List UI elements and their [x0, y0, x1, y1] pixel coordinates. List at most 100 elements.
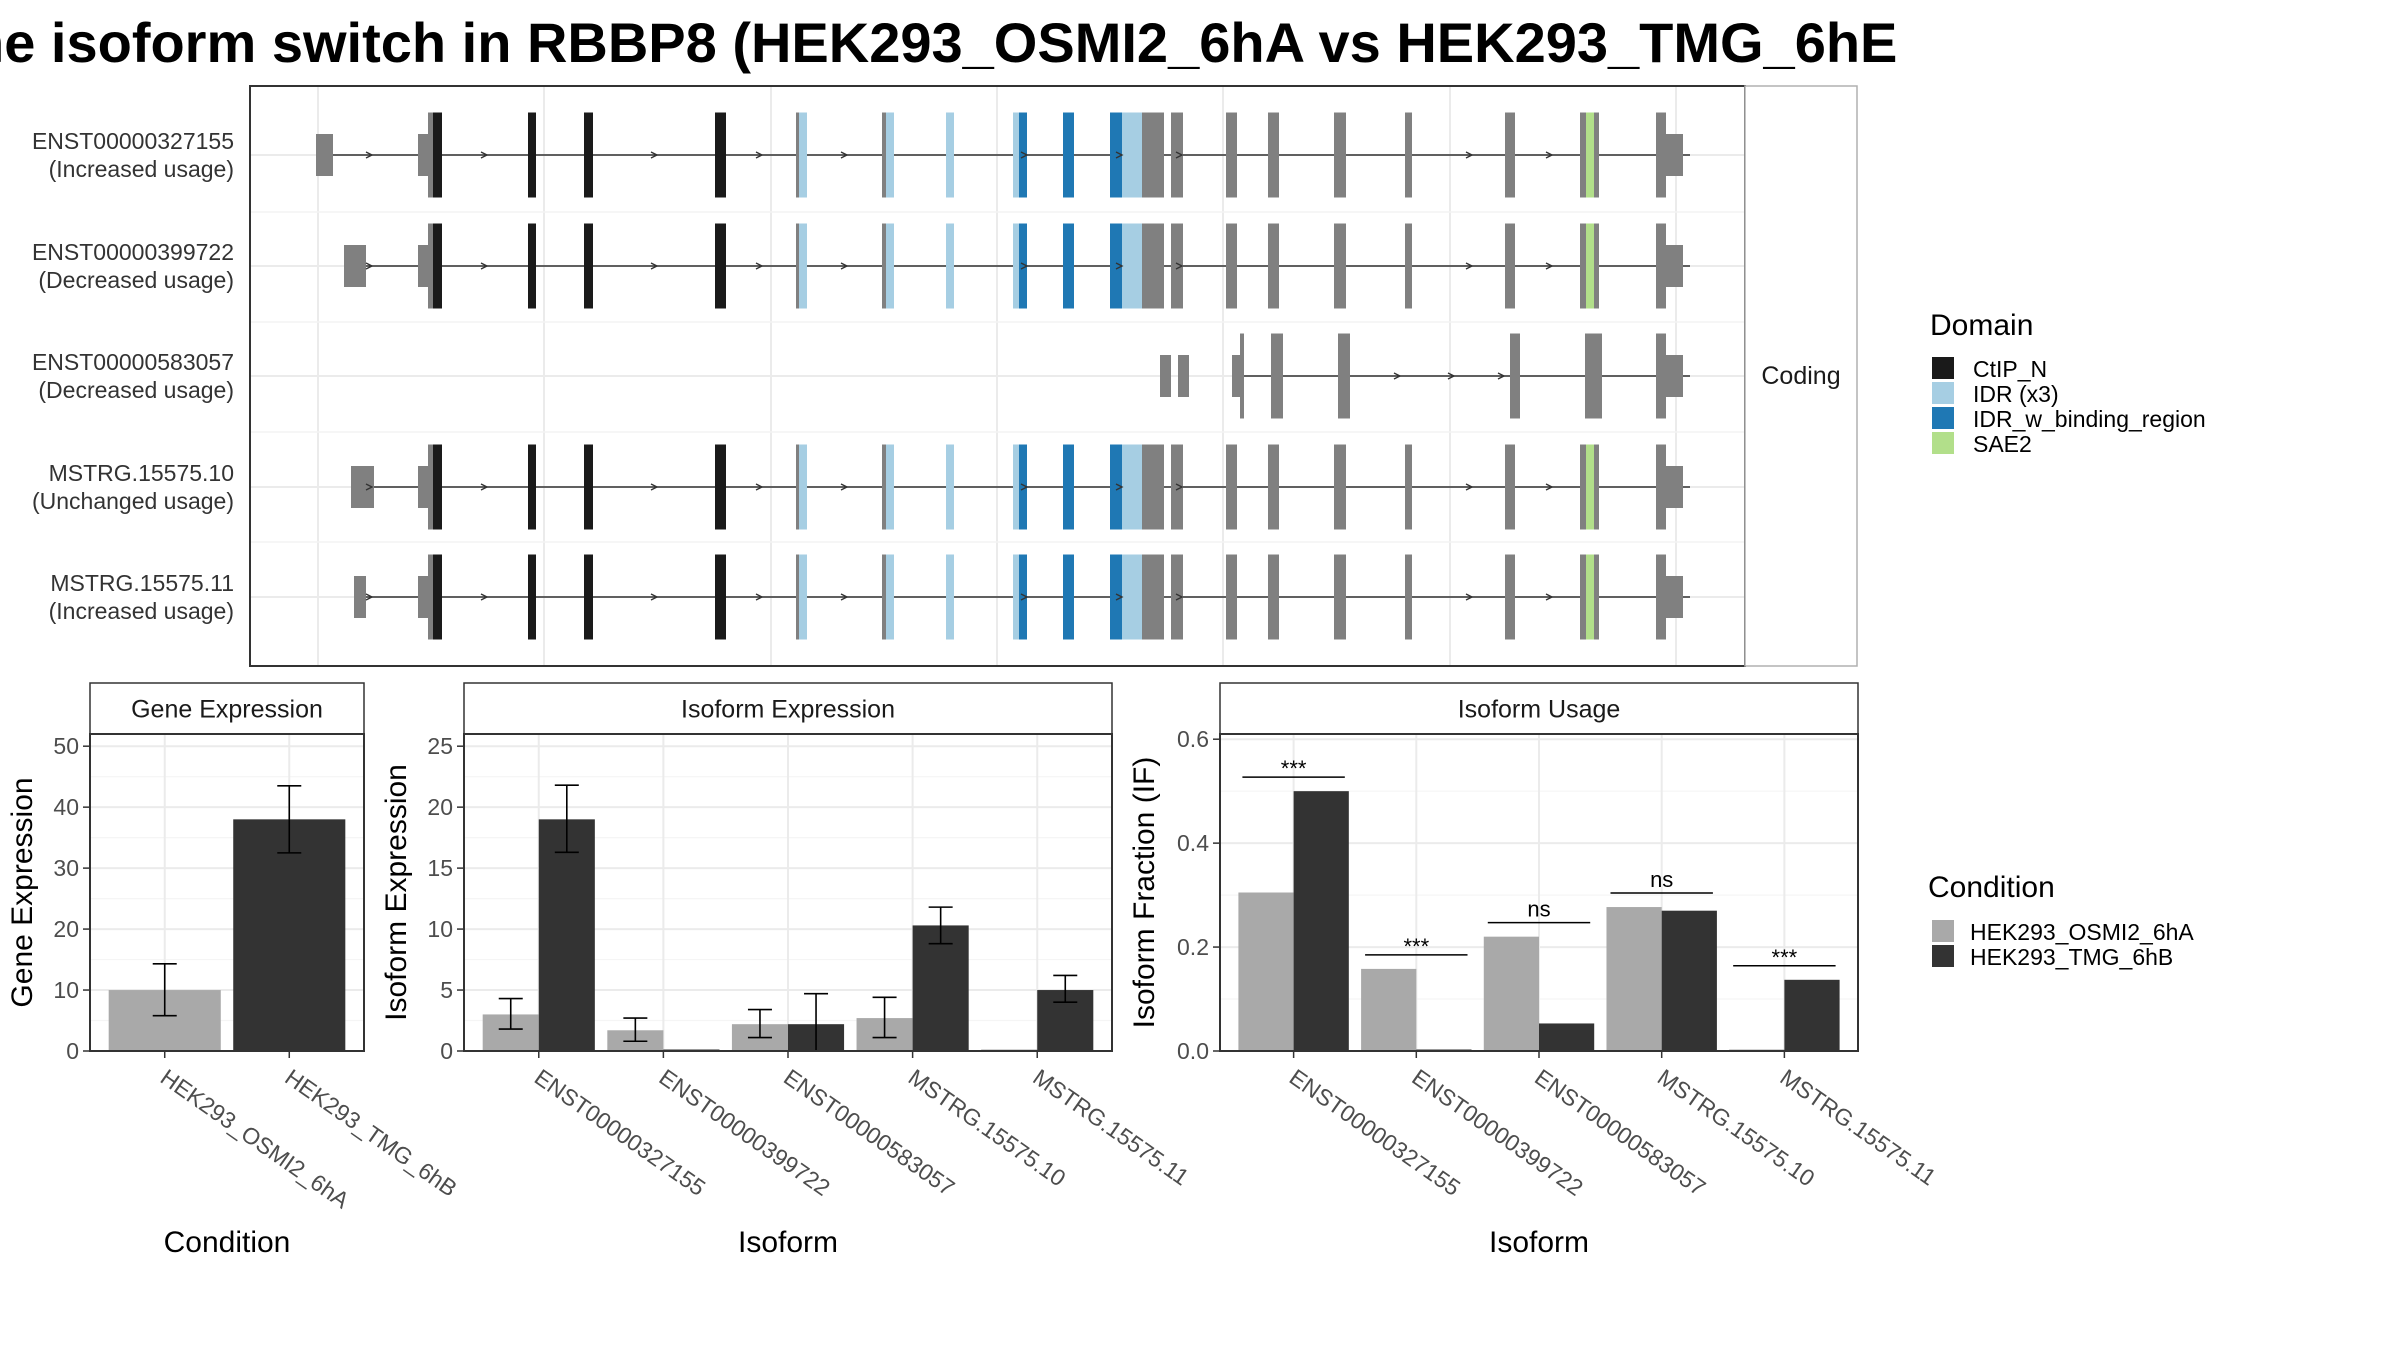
error-bar: [498, 997, 523, 1030]
legend-swatch: [1932, 945, 1954, 967]
strand-arrow: [365, 593, 374, 601]
utr-exon: [344, 245, 366, 287]
bar: [912, 925, 969, 1051]
y-tick-label: 0: [440, 1038, 453, 1064]
coding-exon: [1271, 333, 1283, 419]
legend-swatch: [1932, 382, 1954, 404]
strand-arrow: [1465, 262, 1474, 270]
y-tick-label: 10: [427, 916, 453, 942]
strand-arrow: [650, 593, 659, 601]
coding-exon: [428, 554, 434, 640]
isoform-usage-label: (Decreased usage): [38, 377, 234, 403]
coding-exon: [1268, 444, 1279, 530]
error-bar: [747, 1008, 772, 1039]
domain-idr: [1122, 444, 1130, 530]
coding-exon: [1405, 112, 1412, 198]
y-tick-label: 0.6: [1177, 726, 1209, 752]
coding-exon: [1656, 333, 1666, 419]
strand-arrow: [365, 483, 374, 491]
domain-idr-binding: [1110, 112, 1122, 198]
y-tick-label: 0.2: [1177, 934, 1209, 960]
domain-ctip-n: [433, 444, 442, 530]
utr-exon: [1160, 355, 1171, 397]
strand-arrow: [650, 262, 659, 270]
domain-idr: [1130, 444, 1142, 530]
y-tick-label: 0.0: [1177, 1038, 1209, 1064]
y-tick-label: 20: [427, 794, 453, 820]
y-tick-label: 40: [53, 794, 79, 820]
coding-exon: [882, 223, 886, 309]
bar: [538, 819, 595, 1051]
isoform-usage-label: (Increased usage): [49, 598, 234, 624]
domain-idr: [1122, 223, 1130, 309]
coding-exon: [1580, 112, 1586, 198]
y-tick-label: 25: [427, 733, 453, 759]
isoform-id-label: ENST00000327155: [32, 128, 234, 154]
domain-ctip-n: [433, 554, 442, 640]
domain-ctip-n: [584, 554, 593, 640]
domain-idr: [946, 554, 954, 640]
y-tick-label: 30: [53, 855, 79, 881]
isoform-usage-label: (Increased usage): [49, 156, 234, 182]
domain-idr-binding: [1019, 444, 1027, 530]
legend-swatch: [1932, 407, 1954, 429]
coding-exon: [1580, 223, 1586, 309]
strand-arrow: [840, 593, 849, 601]
strand-arrow: [1175, 483, 1184, 491]
coding-exon: [1226, 112, 1237, 198]
domain-idr-binding: [1063, 444, 1074, 530]
coding-exon: [1171, 444, 1183, 530]
coding-exon: [1338, 333, 1350, 419]
strand-arrow: [755, 483, 764, 491]
domain-idr-binding: [1110, 554, 1122, 640]
coding-exon: [1142, 554, 1164, 640]
strand-arrow: [1393, 372, 1402, 380]
bar: [1539, 1023, 1595, 1051]
strand-arrow: [365, 262, 374, 270]
domain-sae2: [1586, 554, 1594, 640]
panel-strip-title: Gene Expression: [131, 696, 323, 724]
coding-exon: [1171, 554, 1183, 640]
legend-swatch: [1932, 357, 1954, 379]
domain-idr-binding: [1019, 554, 1027, 640]
coding-exon: [1268, 223, 1279, 309]
isoform-row-enst00000583057: ENST00000583057(Decreased usage): [32, 333, 1690, 419]
domain-idr-binding: [1019, 112, 1027, 198]
domain-idr-binding: [1063, 223, 1074, 309]
error-bar: [928, 906, 953, 945]
utr-exon: [1663, 245, 1683, 287]
y-tick-label: 20: [53, 916, 79, 942]
coding-exon: [428, 223, 434, 309]
error-bar: [872, 996, 897, 1039]
coding-exon: [1580, 444, 1586, 530]
domain-idr: [946, 223, 954, 309]
coding-exon: [1334, 444, 1346, 530]
error-bar: [152, 963, 177, 1017]
coding-exon: [882, 554, 886, 640]
legend-swatch: [1932, 920, 1954, 942]
domain-idr-binding: [1063, 554, 1074, 640]
strand-arrow: [365, 151, 374, 159]
coding-exon: [1334, 554, 1346, 640]
domain-ctip-n: [715, 223, 726, 309]
domain-legend-title: Domain: [1930, 309, 2033, 342]
coding-exon: [1405, 223, 1412, 309]
coding-exon: [1142, 444, 1164, 530]
isoform-usage-label: (Decreased usage): [38, 267, 234, 293]
isoform-row-mstrg-15575-10: MSTRG.15575.10(Unchanged usage): [32, 444, 1690, 530]
domain-idr: [946, 112, 954, 198]
strand-arrow: [1465, 151, 1474, 159]
isoform-id-label: MSTRG.15575.10: [49, 460, 234, 486]
coding-exon: [796, 444, 799, 530]
isoform-id-label: MSTRG.15575.11: [50, 570, 234, 596]
isoform-expression-panel: Isoform Expression0510152025ENST00000327…: [380, 682, 1194, 1259]
bar: [1238, 892, 1294, 1051]
legend-label: IDR_w_binding_region: [1973, 406, 2206, 432]
utr-exon: [418, 576, 430, 618]
coding-exon: [1656, 112, 1666, 198]
coding-exon: [796, 223, 799, 309]
strand-arrow: [840, 151, 849, 159]
isoform-row-enst00000327155: ENST00000327155(Increased usage): [32, 112, 1690, 198]
